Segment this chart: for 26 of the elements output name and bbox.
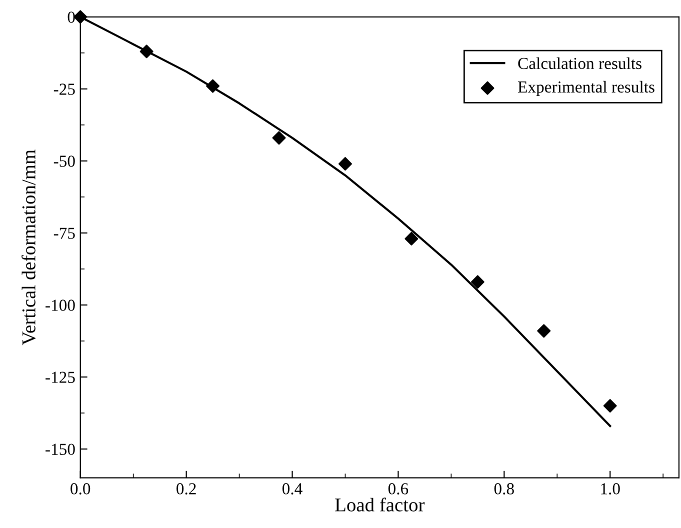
point [206,79,220,93]
y-tick-label: -150 [46,444,75,455]
point [272,131,286,145]
y-tick-label: -75 [54,228,75,239]
y-axis-title: Vertical deformation/mm [22,150,36,346]
x-axis-title: Load factor [335,498,425,512]
x-tick-label: 0.6 [388,483,408,495]
x-tick-label: 0.8 [494,483,514,495]
legend-label: Calculation results [518,57,642,70]
point [404,232,418,246]
point [140,44,154,58]
point [537,324,551,338]
point [338,157,352,171]
x-tick-label: 0.0 [70,483,90,495]
point [470,275,484,289]
y-tick-label: -100 [46,300,75,311]
point [603,399,617,413]
y-tick-label: -125 [46,372,75,383]
y-tick-label: -50 [54,156,75,167]
x-tick-label: 0.2 [176,483,196,495]
y-tick-label: -25 [54,84,75,95]
x-tick-label: 0.4 [282,483,302,495]
x-tick-label: 1.0 [601,483,620,495]
point [74,10,88,24]
y-tick-label: 0 [68,12,75,23]
legend-label: Experimental results [518,80,654,96]
